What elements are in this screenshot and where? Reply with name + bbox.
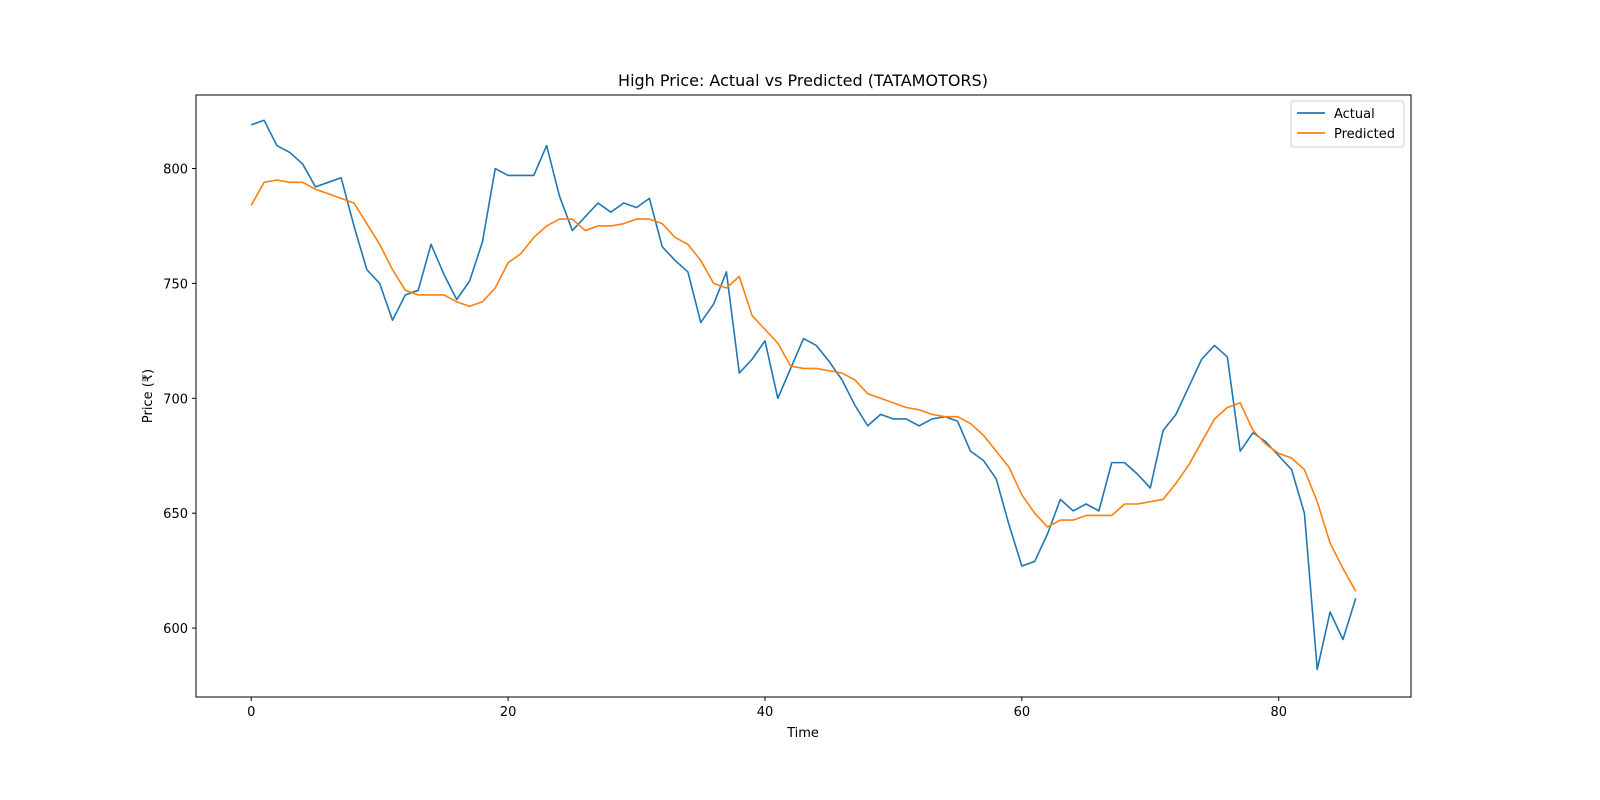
y-tick-label: 600: [163, 622, 188, 637]
series-line-actual: [250, 119, 1357, 671]
y-tick-label: 650: [163, 507, 188, 522]
y-axis-ticks: 600 650 700 750 800: [163, 163, 196, 637]
x-tick-label: 20: [500, 705, 517, 720]
chart-title: High Price: Actual vs Predicted (TATAMOT…: [618, 71, 988, 90]
series-line-predicted: [250, 179, 1357, 592]
plot-lines: [250, 119, 1357, 671]
x-axis-label: Time: [786, 726, 819, 741]
legend: Actual Predicted: [1290, 100, 1405, 148]
x-tick-label: 0: [247, 705, 255, 720]
legend-label-predicted: Predicted: [1334, 127, 1395, 142]
legend-label-actual: Actual: [1334, 107, 1375, 122]
y-axis-label: Price (₹): [141, 369, 156, 423]
y-tick-label: 700: [163, 392, 188, 407]
x-tick-label: 80: [1270, 705, 1287, 720]
x-axis-ticks: 0 20 40 60 80: [247, 697, 1287, 720]
y-tick-label: 800: [163, 163, 188, 178]
x-tick-label: 60: [1014, 705, 1031, 720]
plot-frame: [195, 94, 1412, 698]
y-tick-label: 750: [163, 277, 188, 292]
x-tick-label: 40: [757, 705, 774, 720]
